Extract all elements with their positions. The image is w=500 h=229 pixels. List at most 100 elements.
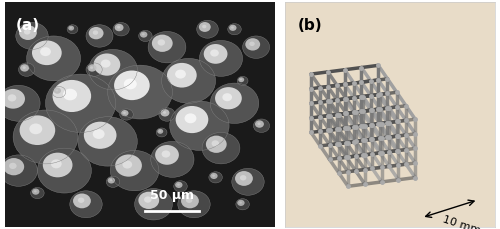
Circle shape <box>158 39 165 46</box>
Circle shape <box>167 63 196 87</box>
Circle shape <box>229 25 236 31</box>
Circle shape <box>199 22 210 32</box>
Circle shape <box>238 77 244 82</box>
Circle shape <box>30 123 43 134</box>
Text: 10 mm: 10 mm <box>441 214 482 229</box>
Circle shape <box>19 25 37 40</box>
Circle shape <box>86 25 113 47</box>
Circle shape <box>258 122 260 125</box>
Circle shape <box>228 24 241 35</box>
Circle shape <box>176 106 208 133</box>
Circle shape <box>181 194 199 208</box>
Circle shape <box>78 117 138 166</box>
Circle shape <box>255 120 264 128</box>
Circle shape <box>73 194 91 208</box>
Circle shape <box>152 35 172 52</box>
Circle shape <box>117 26 120 29</box>
Circle shape <box>88 27 104 39</box>
Circle shape <box>90 66 94 69</box>
Circle shape <box>88 64 96 72</box>
Circle shape <box>113 22 129 36</box>
Circle shape <box>246 38 260 51</box>
Circle shape <box>94 53 120 76</box>
Circle shape <box>4 158 24 175</box>
Circle shape <box>106 176 120 187</box>
Circle shape <box>175 70 186 79</box>
Circle shape <box>20 115 55 145</box>
Circle shape <box>108 177 115 183</box>
Circle shape <box>174 181 187 192</box>
Text: (a): (a) <box>16 18 40 33</box>
Circle shape <box>237 76 248 85</box>
Circle shape <box>34 190 36 193</box>
Circle shape <box>32 188 40 195</box>
Circle shape <box>210 49 219 57</box>
Circle shape <box>206 136 227 153</box>
Circle shape <box>101 60 110 68</box>
Circle shape <box>162 150 170 158</box>
Circle shape <box>1 89 25 109</box>
Circle shape <box>43 153 72 177</box>
Circle shape <box>196 20 218 38</box>
Circle shape <box>70 27 72 29</box>
Circle shape <box>0 85 40 121</box>
Circle shape <box>26 36 80 81</box>
Circle shape <box>212 140 219 147</box>
Circle shape <box>52 80 91 112</box>
Circle shape <box>38 148 92 193</box>
Circle shape <box>250 42 255 46</box>
Circle shape <box>0 155 38 186</box>
Circle shape <box>86 63 102 76</box>
Circle shape <box>18 63 34 76</box>
Circle shape <box>163 111 166 114</box>
Circle shape <box>235 171 253 186</box>
Circle shape <box>202 25 206 28</box>
Circle shape <box>54 87 61 94</box>
Circle shape <box>240 175 246 180</box>
Circle shape <box>32 41 62 65</box>
Circle shape <box>67 25 78 34</box>
Circle shape <box>254 119 270 132</box>
Circle shape <box>236 199 250 210</box>
Circle shape <box>202 132 240 164</box>
Circle shape <box>140 31 147 38</box>
Circle shape <box>115 154 142 177</box>
Circle shape <box>210 173 218 179</box>
Circle shape <box>142 33 144 35</box>
Circle shape <box>242 36 270 58</box>
Circle shape <box>93 129 104 139</box>
Circle shape <box>138 192 159 209</box>
Circle shape <box>177 183 180 186</box>
Circle shape <box>162 58 216 103</box>
Circle shape <box>215 87 242 109</box>
Circle shape <box>114 24 124 31</box>
Circle shape <box>20 64 29 72</box>
Circle shape <box>123 112 126 114</box>
Circle shape <box>210 83 259 123</box>
Circle shape <box>120 109 133 120</box>
Circle shape <box>63 89 77 100</box>
Circle shape <box>159 130 161 132</box>
Circle shape <box>124 79 137 89</box>
Circle shape <box>52 86 66 98</box>
Circle shape <box>156 128 167 137</box>
Circle shape <box>108 65 172 119</box>
Circle shape <box>148 31 186 63</box>
Circle shape <box>151 142 194 177</box>
Circle shape <box>134 188 172 220</box>
Circle shape <box>212 174 215 177</box>
Circle shape <box>70 191 102 218</box>
Circle shape <box>184 113 196 123</box>
Circle shape <box>9 163 16 169</box>
Circle shape <box>22 66 26 69</box>
Circle shape <box>68 26 74 30</box>
Circle shape <box>56 89 58 92</box>
Circle shape <box>84 122 116 149</box>
Circle shape <box>186 198 192 203</box>
Circle shape <box>170 101 229 150</box>
Circle shape <box>178 191 210 218</box>
Circle shape <box>155 145 179 165</box>
Circle shape <box>209 172 222 183</box>
Circle shape <box>237 200 244 206</box>
Circle shape <box>175 182 182 188</box>
